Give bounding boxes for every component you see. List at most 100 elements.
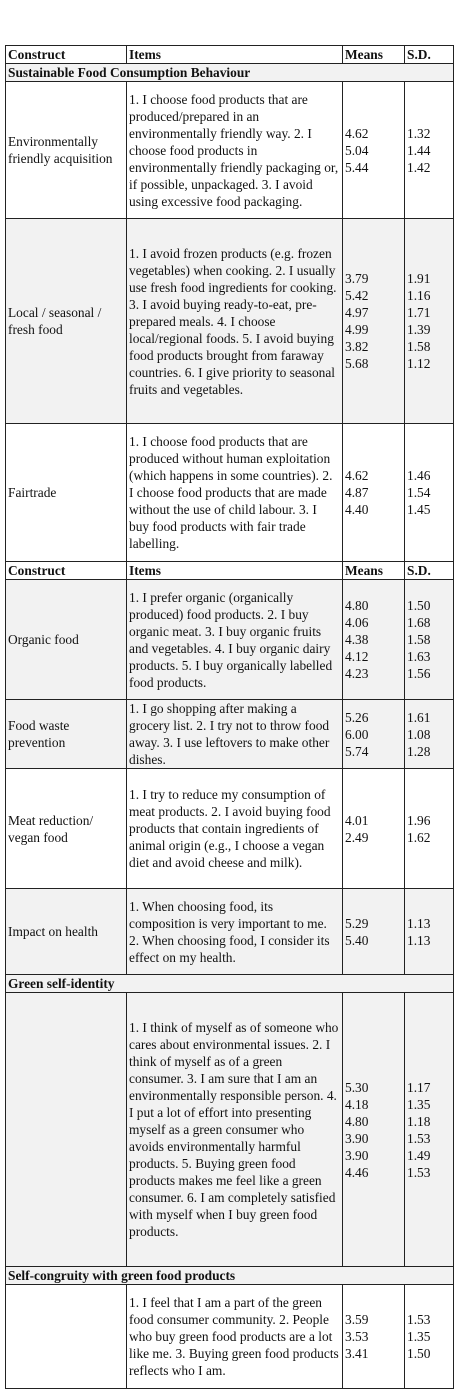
header-cell: Construct (5, 45, 127, 64)
mean-value: 5.68 (345, 356, 369, 371)
sd-value: 1.13 (407, 932, 431, 948)
sd-value: 1.35 (407, 1329, 431, 1344)
table-row: Construct Items Means S.D. (5, 45, 454, 64)
header-cell: S.D. (404, 561, 454, 580)
mean-value: 5.42 (345, 288, 369, 303)
mean-value: 4.18 (345, 1096, 369, 1112)
mean-value: 5.26 (345, 709, 369, 725)
items-cell: 1. I avoid frozen products (e.g. frozen … (126, 218, 343, 424)
mean-value: 5.30 (345, 1079, 369, 1095)
sd-value: 1.96 (407, 812, 431, 828)
items-cell: 1. I feel that I am a part of the green … (126, 1284, 343, 1389)
sd-value: 1.35 (407, 1096, 431, 1112)
table-row: Sustainable Food Consumption Behaviour (5, 63, 454, 82)
sd-cell: 1.17 1.35 1.18 1.53 1.49 1.53 (404, 992, 454, 1267)
mean-value: 4.80 (345, 598, 369, 613)
mean-value: 5.44 (345, 159, 369, 175)
table-row: Environmentally friendly acquisition 1. I… (5, 81, 454, 219)
table-row: Construct Items Means S.D. (5, 561, 454, 580)
sd-value: 1.58 (407, 632, 431, 647)
table-row: Fairtrade 1. I choose food products that … (5, 423, 454, 562)
mean-value: 5.40 (345, 932, 369, 948)
table-row: 1. I think of myself as of someone who c… (5, 992, 454, 1267)
means-cell: 3.59 3.53 3.41 (342, 1284, 405, 1389)
sd-value: 1.17 (407, 1079, 431, 1095)
header-cell: S.D. (404, 45, 454, 64)
sd-cell: 1.13 1.13 (404, 888, 454, 975)
sd-value: 1.46 (407, 468, 431, 483)
sd-value: 1.53 (407, 1130, 431, 1146)
header-cell: Items (126, 561, 343, 580)
construct-cell (5, 992, 127, 1267)
means-cell: 4.01 2.49 (342, 768, 405, 889)
table-row: Local / seasonal / fresh food 1. I avoid … (5, 218, 454, 424)
items-cell: 1. I prefer organic (organically produce… (126, 579, 343, 700)
header-cell: Means (342, 45, 405, 64)
sd-value: 1.50 (407, 1346, 431, 1361)
means-cell: 4.80 4.06 4.38 4.12 4.23 (342, 579, 405, 700)
mean-value: 4.06 (345, 615, 369, 630)
sd-cell: 1.91 1.16 1.71 1.39 1.58 1.12 (404, 218, 454, 424)
means-cell: 5.26 6.00 5.74 (342, 699, 405, 769)
sd-value: 1.63 (407, 649, 431, 664)
header-cell: Means (342, 561, 405, 580)
sd-cell: 1.53 1.35 1.50 (404, 1284, 454, 1389)
sd-value: 1.18 (407, 1113, 431, 1129)
mean-value: 3.82 (345, 339, 369, 354)
mean-value: 4.62 (345, 468, 369, 483)
sd-cell: 1.61 1.08 1.28 (404, 699, 454, 769)
construct-cell: Meat reduction/ vegan food (5, 768, 127, 889)
table-row: Organic food 1. I prefer organic (organic… (5, 579, 454, 700)
section-heading: Self-congruity with green food products (5, 1266, 454, 1285)
table-row: 1. I feel that I am a part of the green … (5, 1284, 454, 1389)
mean-value: 5.29 (345, 915, 369, 931)
construct-cell: Impact on health (5, 888, 127, 975)
mean-value: 3.53 (345, 1329, 369, 1344)
means-cell: 5.30 4.18 4.80 3.90 3.90 4.46 (342, 992, 405, 1267)
table-body: Construct Items Means S.D. Sustainable Food … (5, 45, 454, 1389)
mean-value: 3.79 (345, 271, 369, 286)
sd-value: 1.53 (407, 1164, 431, 1180)
mean-value: 5.74 (345, 743, 369, 759)
mean-value: 3.41 (345, 1346, 369, 1361)
construct-cell: Organic food (5, 579, 127, 700)
means-cell: 4.62 5.04 5.44 (342, 81, 405, 219)
sd-value: 1.68 (407, 615, 431, 630)
sd-value: 1.08 (407, 726, 431, 742)
table-row: Self-congruity with green food products (5, 1266, 454, 1285)
table-row: Meat reduction/ vegan food 1. I try to re… (5, 768, 454, 889)
mean-value: 4.40 (345, 502, 369, 517)
sd-cell: 1.32 1.44 1.42 (404, 81, 454, 219)
items-cell: 1. When choosing food, its composition i… (126, 888, 343, 975)
sd-value: 1.58 (407, 339, 431, 354)
sd-value: 1.50 (407, 598, 431, 613)
mean-value: 5.04 (345, 142, 369, 158)
means-cell: 5.29 5.40 (342, 888, 405, 975)
mean-value: 4.01 (345, 812, 369, 828)
sd-cell: 1.50 1.68 1.58 1.63 1.56 (404, 579, 454, 700)
sd-value: 1.49 (407, 1147, 431, 1163)
sd-value: 1.45 (407, 502, 431, 517)
mean-value: 4.80 (345, 1113, 369, 1129)
construct-cell (5, 1284, 127, 1389)
mean-value: 4.62 (345, 125, 369, 141)
sd-value: 1.44 (407, 142, 431, 158)
means-cell: 4.62 4.87 4.40 (342, 423, 405, 562)
sd-cell: 1.96 1.62 (404, 768, 454, 889)
mean-value: 4.23 (345, 666, 369, 681)
table-row: Impact on health 1. When choosing food, i… (5, 888, 454, 975)
construct-cell: Local / seasonal / fresh food (5, 218, 127, 424)
sd-value: 1.61 (407, 709, 431, 725)
sd-value: 1.54 (407, 485, 431, 500)
sd-value: 1.91 (407, 271, 431, 286)
mean-value: 4.38 (345, 632, 369, 647)
mean-value: 3.90 (345, 1147, 369, 1163)
sd-value: 1.32 (407, 125, 431, 141)
mean-value: 4.97 (345, 305, 369, 320)
items-cell: 1. I go shopping after making a grocery … (126, 699, 343, 769)
sd-value: 1.39 (407, 322, 431, 337)
mean-value: 4.99 (345, 322, 369, 337)
mean-value: 2.49 (345, 829, 369, 845)
sd-value: 1.56 (407, 666, 431, 681)
